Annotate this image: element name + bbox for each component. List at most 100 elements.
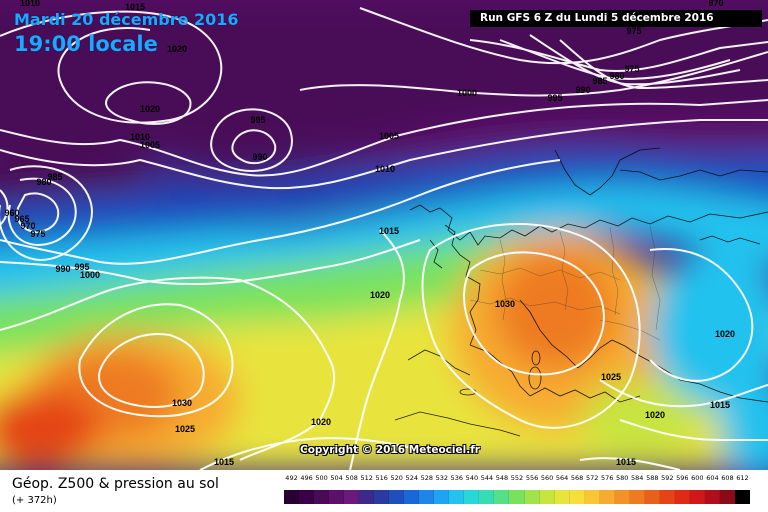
scale-label: 492 bbox=[285, 474, 298, 482]
scale-label: 596 bbox=[676, 474, 689, 482]
isobar-label: 1005 bbox=[379, 131, 399, 141]
scale-swatch bbox=[644, 490, 660, 504]
isobar-label: 1020 bbox=[370, 290, 390, 300]
scale-swatch bbox=[434, 490, 450, 504]
isobar-label: 1025 bbox=[175, 424, 195, 434]
isobar-label: 1015 bbox=[616, 457, 636, 467]
isobar-label: 995 bbox=[547, 93, 562, 103]
scale-label: 576 bbox=[600, 474, 614, 482]
scale-swatch bbox=[404, 490, 420, 504]
isobar-label: 965 bbox=[14, 214, 29, 224]
isobar-lines bbox=[0, 7, 768, 470]
scale-label: 516 bbox=[375, 474, 388, 482]
scale-swatch bbox=[329, 490, 345, 504]
isobar-label: 1020 bbox=[311, 417, 331, 427]
scale-swatch bbox=[344, 490, 360, 504]
isobar-label: 1020 bbox=[140, 104, 160, 114]
scale-swatch bbox=[539, 490, 555, 504]
isobar-label: 1005 bbox=[140, 140, 160, 150]
isobar-label: 1025 bbox=[601, 372, 621, 382]
isobar-label: 1000 bbox=[80, 270, 100, 280]
isobar-label: 1020 bbox=[715, 329, 735, 339]
scale-label: 504 bbox=[330, 474, 343, 482]
isobar-label: 960 bbox=[4, 208, 19, 218]
scale-label: 496 bbox=[300, 474, 313, 482]
isobar-label: 990 bbox=[575, 85, 590, 95]
scale-swatch bbox=[494, 490, 510, 504]
scale-label: 520 bbox=[390, 474, 403, 482]
scale-swatch bbox=[464, 490, 480, 504]
scale-swatch bbox=[614, 490, 630, 504]
isobar-label: 975 bbox=[624, 64, 639, 74]
scale-swatch bbox=[674, 490, 690, 504]
scale-swatch bbox=[704, 490, 720, 504]
scale-label: 608 bbox=[721, 474, 734, 482]
isobar-label: 1015 bbox=[379, 226, 399, 236]
isobar-label: 1015 bbox=[710, 400, 730, 410]
scale-swatch bbox=[734, 490, 750, 504]
scale-swatch bbox=[719, 490, 735, 504]
isobar-label: 1010 bbox=[130, 132, 150, 142]
scale-label: 584 bbox=[631, 474, 644, 482]
scale-label: 612 bbox=[736, 474, 749, 482]
forecast-range: (+ 372h) bbox=[12, 495, 57, 506]
scale-label: 588 bbox=[646, 474, 659, 482]
scale-label: 500 bbox=[315, 474, 328, 482]
scale-swatch bbox=[659, 490, 675, 504]
isobar-label: 990 bbox=[55, 264, 70, 274]
isobar-label: 1015 bbox=[214, 457, 234, 467]
scale-label: 508 bbox=[345, 474, 358, 482]
model-run-label: Run GFS 6 Z du Lundi 5 décembre 2016 bbox=[470, 10, 762, 27]
scale-swatch bbox=[584, 490, 600, 504]
scale-label: 532 bbox=[435, 474, 449, 482]
legend-panel: Géop. Z500 & pression au sol (+ 372h) 49… bbox=[0, 470, 768, 512]
scale-swatch bbox=[524, 490, 540, 504]
scale-label: 528 bbox=[420, 474, 434, 482]
isobar-label: 985 bbox=[47, 172, 62, 182]
scale-label: 524 bbox=[405, 474, 418, 482]
isobar-label: 1000 bbox=[457, 88, 477, 98]
isobar-label: 1010 bbox=[375, 164, 395, 174]
scale-swatch bbox=[299, 490, 315, 504]
isobar-label: 1020 bbox=[645, 410, 665, 420]
scale-swatch bbox=[629, 490, 645, 504]
isobar-label: 975 bbox=[30, 229, 45, 239]
scale-label: 600 bbox=[691, 474, 704, 482]
scale-label: 512 bbox=[360, 474, 373, 482]
isobar-label: 1010 bbox=[20, 0, 40, 8]
scale-swatch bbox=[284, 490, 300, 504]
scale-swatch bbox=[569, 490, 585, 504]
isobar-label: 1030 bbox=[172, 398, 192, 408]
scale-label: 548 bbox=[495, 474, 509, 482]
scale-label: 536 bbox=[450, 474, 464, 482]
scale-bar bbox=[284, 490, 750, 504]
scale-swatch bbox=[689, 490, 705, 504]
scale-label: 580 bbox=[616, 474, 629, 482]
scale-label: 568 bbox=[570, 474, 584, 482]
scale-label: 572 bbox=[585, 474, 599, 482]
isobar-label: 970 bbox=[708, 0, 723, 8]
scale-swatch bbox=[389, 490, 405, 504]
copyright-notice: Copyright © 2016 Meteociel.fr bbox=[300, 444, 480, 456]
scale-swatch bbox=[554, 490, 570, 504]
scale-swatch bbox=[599, 490, 615, 504]
scale-swatch bbox=[479, 490, 495, 504]
scale-label: 604 bbox=[706, 474, 719, 482]
scale-label: 556 bbox=[525, 474, 539, 482]
isobar-label: 980 bbox=[36, 177, 51, 187]
isobar-label: 995 bbox=[250, 115, 265, 125]
isobar-label: 1020 bbox=[167, 44, 187, 54]
isobar-label: 995 bbox=[74, 262, 89, 272]
scale-swatch bbox=[509, 490, 525, 504]
scale-label: 540 bbox=[465, 474, 479, 482]
scale-swatch bbox=[314, 490, 330, 504]
scale-swatch bbox=[374, 490, 390, 504]
forecast-time: 19:00 locale bbox=[14, 32, 158, 56]
scale-labels: 492 496 500 504 508 512 516 520 524 528 532 536 540 5… bbox=[284, 474, 750, 488]
scale-label: 552 bbox=[510, 474, 524, 482]
scale-label: 544 bbox=[480, 474, 494, 482]
isobar-label: 1030 bbox=[495, 299, 515, 309]
isobar-label: 970 bbox=[20, 221, 35, 231]
